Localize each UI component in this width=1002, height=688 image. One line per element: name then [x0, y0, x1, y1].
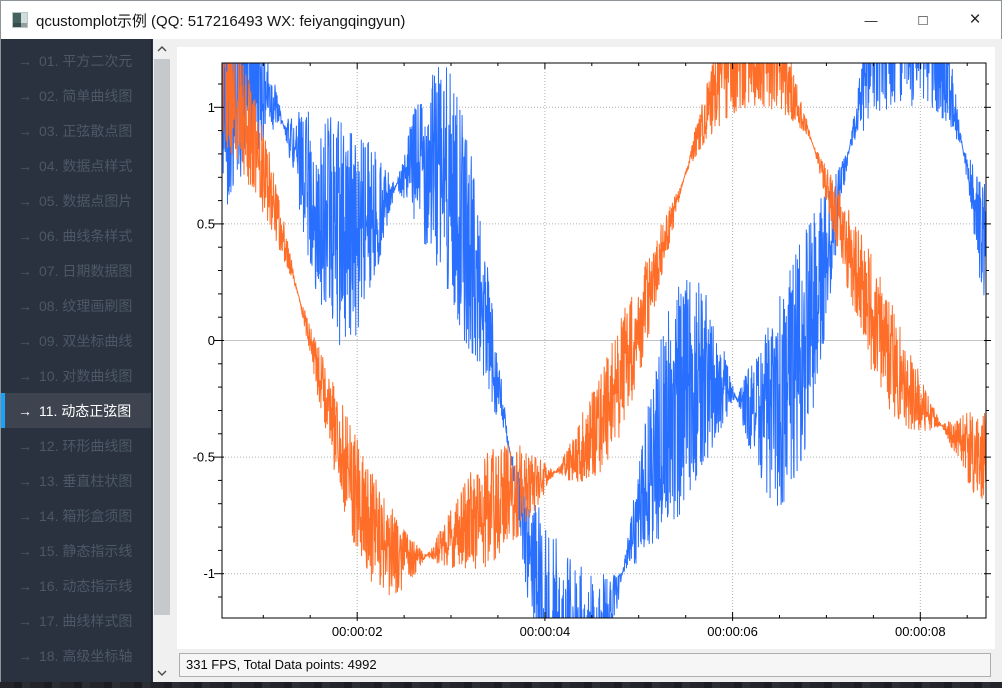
sidebar-item[interactable]: → 03. 正弦散点图	[1, 113, 151, 148]
y-axis-tick-label: 1	[208, 100, 215, 115]
arrow-icon: →	[18, 52, 32, 69]
sidebar-item[interactable]: → 07. 日期数据图	[1, 253, 151, 288]
dynamic-sine-plot[interactable]: 1 0.5 0 -0.5 -1 00:00:02 00:00:04 00:00:06 00:00…	[177, 47, 995, 649]
sidebar-item-label: 10. 对数曲线图	[39, 367, 133, 384]
arrow-icon: →	[18, 122, 32, 139]
sidebar-item[interactable]: → 16. 动态指示线	[1, 568, 151, 603]
sidebar-scrollbar[interactable]	[153, 39, 171, 683]
sidebar-item-label: 15. 静态指示线	[39, 542, 133, 559]
sidebar-item-label: 09. 双坐标曲线	[39, 332, 133, 349]
sidebar-item-label: 06. 曲线条样式	[39, 227, 133, 244]
sidebar-item[interactable]: → 01. 平方二次元	[1, 43, 151, 78]
arrow-icon: →	[18, 542, 32, 559]
sidebar: → 01. 平方二次元 → 02. 简单曲线图 → 03. 正弦散点图 → 04. 数据点样式…	[1, 39, 171, 683]
arrow-icon: →	[18, 192, 32, 209]
maximize-button[interactable]: □	[918, 11, 928, 29]
status-bar: 331 FPS, Total Data points: 4992	[179, 653, 991, 677]
sidebar-item-label: 05. 数据点图片	[39, 192, 133, 209]
arrow-icon: →	[18, 262, 32, 279]
window-title: qcustomplot示例 (QQ: 517216493 WX: feiyang…	[36, 12, 406, 30]
minimize-button[interactable]: —	[864, 12, 878, 28]
sidebar-item[interactable]: → 15. 静态指示线	[1, 533, 151, 568]
sidebar-item[interactable]: → 08. 纹理画刷图	[1, 288, 151, 323]
sidebar-item-label: 14. 箱形盒须图	[39, 507, 133, 524]
y-axis-tick-label: -0.5	[193, 450, 215, 465]
series-path-graph1-cos-noisy	[222, 63, 986, 596]
sidebar-item[interactable]: → 14. 箱形盒须图	[1, 498, 151, 533]
arrow-icon: →	[18, 507, 32, 524]
sidebar-item[interactable]: → 02. 简单曲线图	[1, 78, 151, 113]
sidebar-item-label: 18. 高级坐标轴	[39, 647, 133, 664]
sidebar-item-label: 11. 动态正弦图	[39, 402, 132, 419]
arrow-icon: →	[18, 472, 32, 489]
series-path-graph0-sin-noisy	[222, 63, 986, 618]
sidebar-list: → 01. 平方二次元 → 02. 简单曲线图 → 03. 正弦散点图 → 04. 数据点样式…	[1, 39, 152, 683]
sidebar-item-label: 13. 垂直柱状图	[39, 472, 133, 489]
arrow-icon: →	[18, 577, 32, 594]
arrow-icon: →	[18, 367, 32, 384]
title-bar: qcustomplot示例 (QQ: 517216493 WX: feiyang…	[1, 1, 1001, 39]
main-panel: 1 0.5 0 -0.5 -1 00:00:02 00:00:04 00:00:06 00:00…	[171, 39, 1002, 683]
scrollbar-thumb[interactable]	[154, 59, 170, 615]
arrow-icon: →	[18, 402, 32, 419]
sidebar-item-label: 16. 动态指示线	[39, 577, 133, 594]
arrow-icon: →	[18, 157, 32, 174]
qcustomplot-chart[interactable]: 1 0.5 0 -0.5 -1 00:00:02 00:00:04 00:00:06 00:00…	[177, 47, 995, 649]
sidebar-item[interactable]: → 18. 高级坐标轴	[1, 638, 151, 673]
arrow-icon: →	[18, 87, 32, 104]
sidebar-item-label: 03. 正弦散点图	[39, 122, 133, 139]
arrow-icon: →	[18, 612, 32, 629]
sidebar-item[interactable]: → 17. 曲线样式图	[1, 603, 151, 638]
sidebar-item-label: 17. 曲线样式图	[39, 612, 133, 629]
sidebar-item-label: 04. 数据点样式	[39, 157, 133, 174]
background-window-strip	[0, 682, 1002, 688]
chevron-up-icon	[157, 46, 167, 52]
x-axis-tick-label: 00:00:06	[707, 624, 758, 639]
sidebar-item[interactable]: → 10. 对数曲线图	[1, 358, 151, 393]
arrow-icon: →	[18, 437, 32, 454]
close-button[interactable]: ×	[969, 9, 981, 30]
scroll-down-button[interactable]	[153, 663, 171, 683]
arrow-icon: →	[18, 297, 32, 314]
sidebar-item[interactable]: → 04. 数据点样式	[1, 148, 151, 183]
sidebar-item-label: 02. 简单曲线图	[39, 87, 133, 104]
sidebar-item[interactable]: → 12. 环形曲线图	[1, 428, 151, 463]
scrollbar-track[interactable]	[153, 59, 171, 663]
sidebar-item[interactable]: → 11. 动态正弦图	[1, 393, 151, 428]
sidebar-item-label: 01. 平方二次元	[39, 52, 133, 69]
arrow-icon: →	[18, 332, 32, 349]
sidebar-item-label: 07. 日期数据图	[39, 262, 133, 279]
x-axis-tick-label: 00:00:08	[895, 624, 946, 639]
y-axis-tick-label: 0.5	[197, 216, 215, 231]
app-icon	[12, 12, 28, 28]
arrow-icon: →	[18, 647, 32, 664]
y-axis-tick-label: -1	[203, 566, 215, 581]
sidebar-item[interactable]: → 09. 双坐标曲线	[1, 323, 151, 358]
y-axis-tick-label: 0	[208, 333, 215, 348]
x-axis-tick-label: 00:00:04	[520, 624, 571, 639]
x-axis-tick-label: 00:00:02	[332, 624, 383, 639]
sidebar-item[interactable]: → 05. 数据点图片	[1, 183, 151, 218]
window-controls: — □ ×	[845, 1, 1001, 39]
sidebar-item[interactable]: → 13. 垂直柱状图	[1, 463, 151, 498]
sidebar-item-label: 12. 环形曲线图	[39, 437, 133, 454]
sidebar-item[interactable]: → 06. 曲线条样式	[1, 218, 151, 253]
sidebar-item-label: 08. 纹理画刷图	[39, 297, 133, 314]
scroll-up-button[interactable]	[153, 39, 171, 59]
arrow-icon: →	[18, 227, 32, 244]
chevron-down-icon	[157, 670, 167, 676]
